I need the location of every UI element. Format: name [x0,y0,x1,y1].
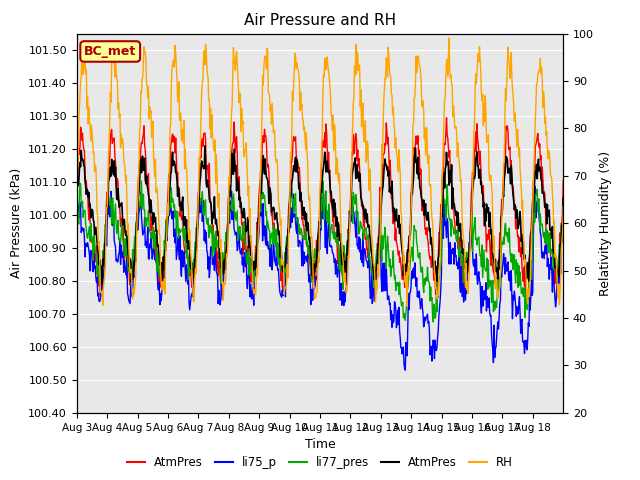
Y-axis label: Relativity Humidity (%): Relativity Humidity (%) [600,151,612,296]
Y-axis label: Air Pressure (kPa): Air Pressure (kPa) [10,168,23,278]
Title: Air Pressure and RH: Air Pressure and RH [244,13,396,28]
X-axis label: Time: Time [305,438,335,451]
Text: BC_met: BC_met [84,45,136,58]
Legend: AtmPres, li75_p, li77_pres, AtmPres, RH: AtmPres, li75_p, li77_pres, AtmPres, RH [122,452,518,474]
